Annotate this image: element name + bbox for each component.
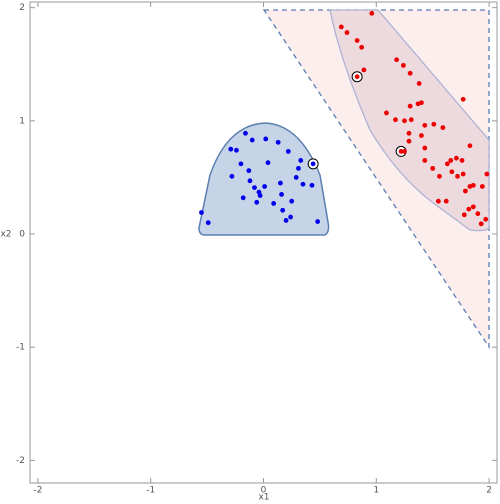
point	[369, 10, 375, 16]
point	[406, 130, 412, 136]
x-tick-label: -1	[146, 486, 155, 496]
point	[285, 148, 291, 154]
point	[288, 214, 293, 220]
point	[265, 160, 271, 166]
point	[440, 125, 446, 131]
y-tick-label: -1	[16, 343, 25, 353]
point	[310, 161, 316, 167]
point	[444, 161, 450, 167]
point	[252, 185, 257, 191]
point	[422, 158, 428, 163]
point	[300, 181, 306, 187]
point	[407, 103, 413, 109]
point	[238, 161, 244, 167]
y-tick-label: 1	[19, 116, 25, 126]
point	[293, 175, 299, 180]
point	[338, 24, 344, 30]
point	[263, 136, 269, 142]
point	[483, 216, 489, 222]
point	[400, 62, 406, 68]
point	[247, 178, 253, 184]
point	[279, 192, 284, 197]
point	[257, 193, 263, 198]
point	[422, 145, 428, 151]
y-tick-label: 2	[19, 3, 25, 13]
x-tick-label: 2	[486, 486, 492, 496]
point	[283, 218, 289, 223]
point	[271, 201, 277, 206]
point	[354, 38, 360, 43]
point	[394, 57, 400, 63]
point	[431, 121, 437, 127]
point	[407, 70, 413, 76]
point	[460, 171, 466, 177]
point	[479, 184, 485, 189]
point	[437, 173, 442, 179]
point	[296, 165, 301, 171]
x-axis-label: x1	[258, 493, 269, 503]
point	[467, 143, 473, 149]
point	[422, 122, 428, 128]
point	[199, 210, 204, 215]
point	[275, 139, 281, 145]
point	[408, 117, 414, 123]
point	[460, 96, 466, 102]
point	[298, 158, 304, 163]
point	[234, 147, 239, 153]
point	[254, 199, 260, 205]
y-tick-label: 0	[19, 230, 25, 240]
point	[470, 204, 476, 210]
point	[448, 158, 454, 163]
point	[344, 30, 350, 35]
point	[470, 182, 476, 188]
point	[459, 158, 465, 163]
point	[466, 206, 472, 212]
point	[463, 188, 468, 194]
point	[475, 211, 481, 217]
point	[240, 195, 246, 201]
point	[229, 173, 235, 179]
point	[359, 44, 365, 50]
x-tick-label: 0	[261, 486, 267, 496]
point	[361, 67, 367, 73]
point	[354, 74, 360, 80]
point	[384, 110, 389, 116]
point	[430, 165, 436, 171]
point	[205, 220, 211, 226]
point	[416, 81, 422, 86]
point	[393, 117, 398, 123]
point	[402, 118, 407, 124]
point	[484, 171, 490, 177]
point	[278, 180, 283, 186]
point	[443, 198, 449, 204]
point	[419, 100, 424, 106]
point	[461, 212, 467, 218]
point	[453, 155, 459, 161]
point	[419, 133, 424, 138]
point	[449, 169, 455, 175]
point	[228, 146, 234, 152]
x-tick-label: 1	[373, 486, 379, 496]
point	[478, 221, 484, 227]
point	[402, 148, 407, 154]
point	[249, 137, 255, 143]
point	[246, 168, 252, 174]
y-tick-label: -2	[16, 456, 25, 466]
point	[262, 184, 268, 189]
point	[280, 207, 286, 213]
point	[315, 219, 321, 224]
point	[406, 138, 412, 144]
point	[289, 198, 295, 204]
point	[243, 130, 248, 136]
point	[309, 182, 315, 188]
y-axis-label: x2	[0, 230, 11, 240]
point	[455, 173, 460, 179]
x-tick-label: -2	[33, 486, 42, 496]
point	[398, 148, 404, 154]
point	[435, 198, 441, 204]
